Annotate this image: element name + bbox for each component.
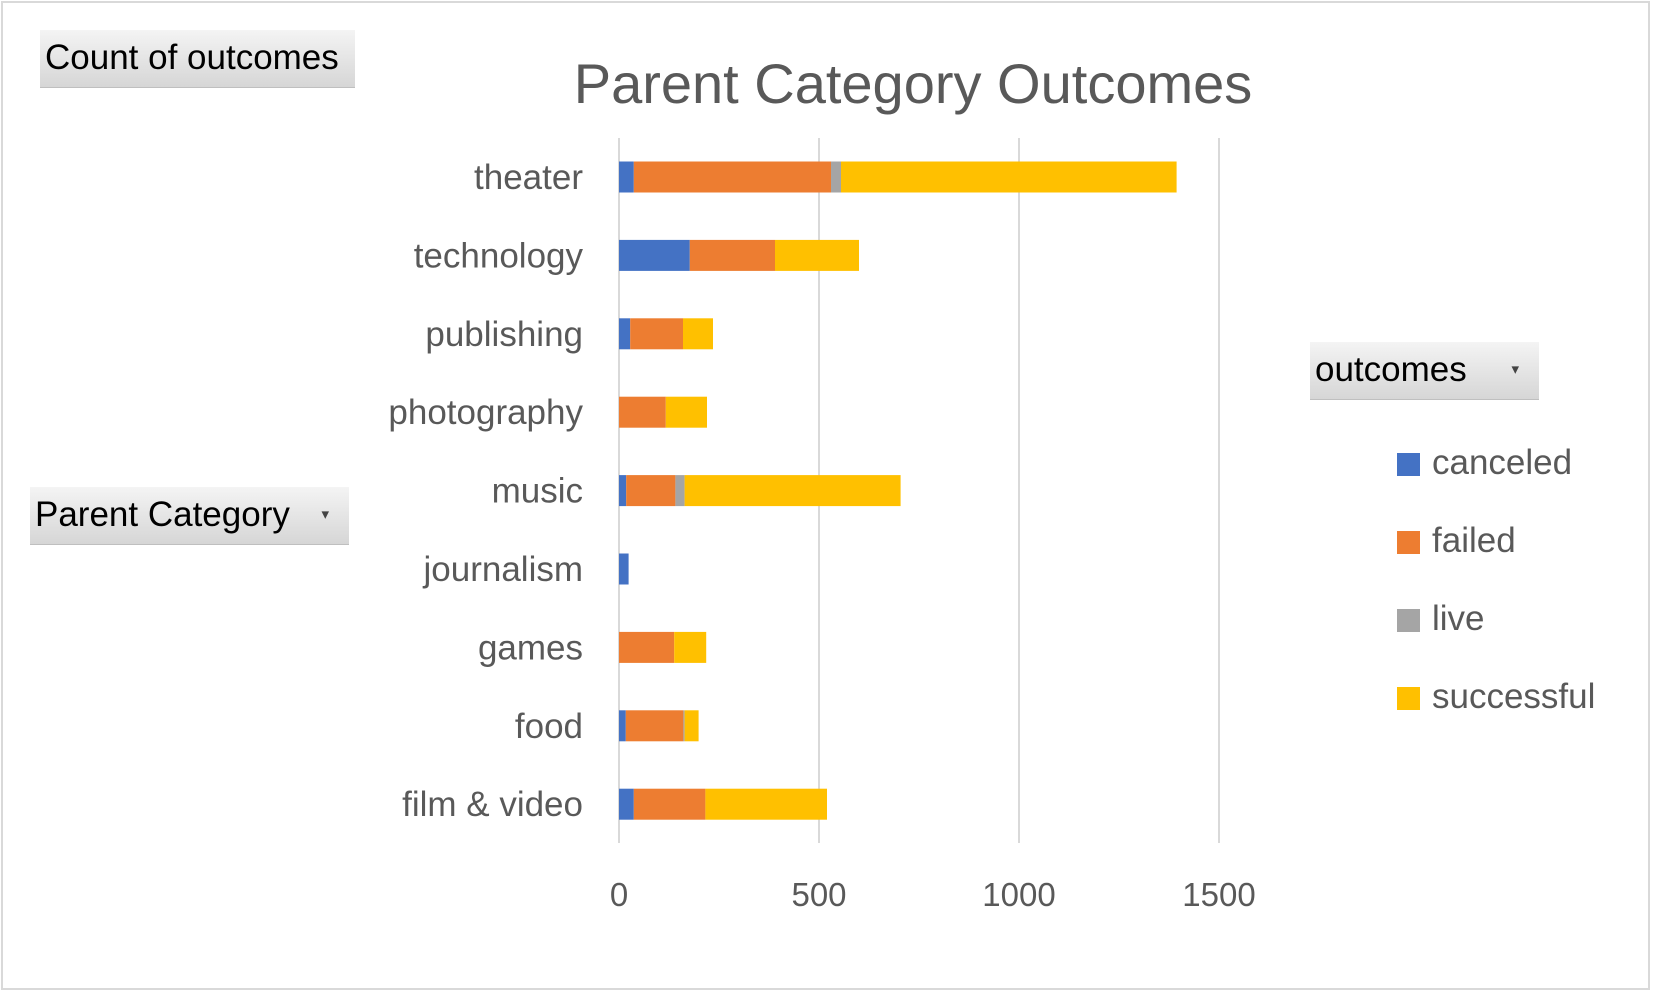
legend-swatch [1397, 453, 1420, 476]
column-field-button[interactable]: outcomes ▾ [1310, 342, 1539, 400]
bar-successful [841, 161, 1177, 193]
bar-failed [619, 631, 675, 663]
plot-area: 0 500 1000 1500 theater technology publishing p… [388, 138, 1256, 913]
category-label: journalism [423, 550, 584, 589]
category-label: music [492, 472, 583, 511]
bar-failed [630, 318, 683, 350]
legend-label: failed [1432, 521, 1516, 560]
category-label: technology [414, 236, 584, 275]
bar-failed [633, 788, 706, 820]
filter-dropdown-icon[interactable]: ▾ [1511, 361, 1519, 378]
x-tick-label: 1500 [1182, 876, 1255, 913]
bar-canceled [619, 161, 634, 193]
bar-successful [674, 631, 707, 663]
legend-swatch [1397, 687, 1420, 710]
values-field-label: Count of outcomes [45, 38, 339, 77]
values-field-button[interactable]: Count of outcomes [40, 30, 355, 88]
bar-live [831, 161, 841, 193]
bar-successful [684, 475, 901, 507]
bar-live [675, 475, 685, 507]
x-tick-label: 1000 [982, 876, 1055, 913]
bar-failed [625, 710, 684, 742]
category-label: food [515, 707, 583, 746]
bar-canceled [619, 239, 690, 271]
bar-successful [775, 239, 859, 271]
bar-canceled [619, 788, 634, 820]
bar-successful [683, 318, 713, 350]
row-field-button[interactable]: Parent Category ▾ [30, 487, 349, 545]
bar-canceled [619, 553, 629, 585]
x-tick-label: 0 [610, 876, 628, 913]
filter-dropdown-icon[interactable]: ▾ [321, 506, 329, 523]
category-label: theater [474, 158, 583, 197]
legend-swatch [1397, 531, 1420, 554]
legend-label: successful [1432, 677, 1596, 716]
bar-canceled [619, 475, 627, 507]
x-tick-label: 500 [791, 876, 846, 913]
bar-successful [665, 396, 707, 428]
category-label: games [478, 628, 583, 667]
bar-canceled [619, 318, 631, 350]
legend-label: canceled [1432, 443, 1573, 482]
bar-failed [633, 161, 831, 193]
legend-swatch [1397, 609, 1420, 632]
row-field-label: Parent Category [35, 495, 290, 534]
bar-successful [684, 710, 699, 742]
category-label: photography [388, 393, 583, 432]
bar-failed [626, 475, 676, 507]
bar-successful [705, 788, 827, 820]
bar-live [683, 710, 685, 742]
column-field-label: outcomes [1315, 350, 1467, 389]
legend-label: live [1432, 599, 1485, 638]
category-label: film & video [402, 785, 583, 824]
bar-canceled [619, 710, 626, 742]
category-label: publishing [425, 315, 583, 354]
chart-title: Parent Category Outcomes [573, 52, 1253, 115]
bar-failed [619, 396, 666, 428]
bar-failed [689, 239, 775, 271]
